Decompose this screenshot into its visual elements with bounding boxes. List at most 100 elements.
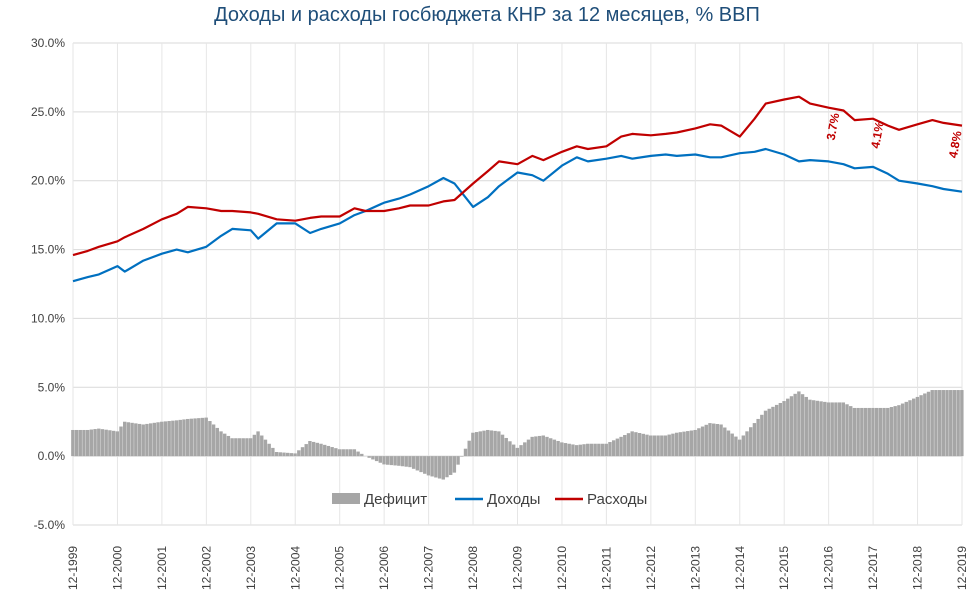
deficit-bar — [119, 426, 123, 457]
deficit-bar — [71, 429, 75, 457]
deficit-bar — [589, 443, 594, 457]
deficit-bar — [178, 419, 182, 457]
deficit-bar — [208, 421, 212, 457]
y-tick-label: 0.0% — [38, 449, 66, 463]
deficit-bar — [808, 399, 812, 457]
deficit-bar — [500, 434, 505, 457]
deficit-bar — [534, 436, 538, 457]
x-tick-label: 12-2003 — [244, 546, 258, 590]
deficit-bar — [804, 396, 808, 457]
deficit-bar — [923, 393, 927, 457]
deficit-bar — [689, 430, 694, 457]
deficit-bar — [93, 429, 97, 457]
deficit-bar — [293, 453, 297, 457]
deficit-bar — [460, 456, 464, 457]
deficit-bar — [763, 410, 768, 457]
deficit-bar — [593, 443, 597, 457]
deficit-bar — [730, 433, 734, 457]
deficit-bar — [778, 402, 783, 457]
deficit-bar — [515, 447, 520, 457]
legend-revenue: Доходы — [455, 491, 540, 508]
deficit-bar — [578, 444, 583, 457]
deficit-bar — [452, 456, 457, 473]
deficit-bar — [374, 456, 379, 462]
deficit-bar — [334, 448, 338, 457]
deficit-bar — [956, 390, 960, 457]
deficit-bar — [337, 449, 342, 457]
x-tick-label: 12-2009 — [511, 546, 525, 590]
deficit-bar — [723, 427, 727, 457]
deficit-bar — [156, 422, 160, 457]
deficit-bar — [386, 456, 390, 465]
deficit-bar — [89, 429, 94, 457]
deficit-bar — [530, 436, 534, 457]
deficit-bar — [523, 442, 527, 457]
legend-expenses: Расходы — [555, 491, 647, 508]
deficit-bar — [793, 393, 797, 457]
deficit-bar — [315, 442, 320, 457]
deficit-bar — [289, 453, 294, 457]
legend-swatch — [332, 493, 360, 504]
deficit-bar — [937, 390, 942, 457]
deficit-annotation: 4.8% — [946, 130, 965, 160]
deficit-bar — [304, 444, 308, 457]
deficit-bar — [586, 443, 590, 457]
deficit-bar — [711, 423, 716, 457]
deficit-bar — [893, 406, 897, 457]
deficit-bar — [104, 429, 108, 457]
deficit-bar — [671, 433, 675, 457]
deficit-bar — [663, 435, 668, 457]
deficit-bar — [326, 445, 331, 457]
deficit-bar — [152, 422, 157, 457]
deficit-bar — [467, 440, 471, 457]
x-tick-label: 12-2000 — [110, 546, 124, 590]
deficit-bar — [630, 431, 634, 457]
deficit-bar — [171, 420, 175, 457]
deficit-bar — [245, 438, 249, 457]
deficit-bar — [919, 395, 923, 457]
deficit-bar — [497, 431, 501, 457]
deficit-bar — [108, 430, 112, 457]
deficit-bar — [774, 404, 779, 457]
deficit-bar — [767, 408, 771, 457]
deficit-bar — [434, 456, 438, 478]
deficit-bar — [141, 424, 145, 457]
deficit-bar — [137, 423, 142, 457]
deficit-bar — [815, 400, 820, 457]
deficit-bar — [319, 443, 323, 457]
y-tick-label: -5.0% — [34, 518, 66, 532]
deficit-bar — [697, 428, 701, 457]
y-tick-label: 20.0% — [31, 174, 65, 188]
deficit-bar — [789, 396, 794, 457]
deficit-bar — [148, 423, 153, 457]
x-tick-label: 12-2014 — [733, 546, 747, 590]
deficit-bar — [760, 414, 764, 457]
x-tick-label: 12-2019 — [955, 546, 969, 590]
deficit-bar — [345, 449, 349, 457]
deficit-bar — [912, 398, 916, 457]
deficit-bar — [567, 443, 571, 457]
deficit-bar — [463, 448, 468, 457]
deficit-bar — [552, 439, 557, 457]
deficit-bar — [830, 402, 834, 457]
deficit-bar — [900, 403, 905, 457]
deficit-bar — [634, 432, 638, 457]
deficit-bar — [845, 404, 849, 457]
deficit-bar — [678, 432, 683, 457]
deficit-bar — [308, 440, 312, 457]
y-tick-label: 25.0% — [31, 105, 65, 119]
deficit-bar — [619, 436, 623, 457]
deficit-bar — [571, 444, 575, 457]
x-tick-label: 12-2005 — [333, 546, 347, 590]
deficit-bar — [823, 401, 827, 457]
deficit-bar — [371, 456, 375, 460]
deficit-bar — [489, 430, 494, 457]
x-tick-label: 12-2016 — [822, 546, 836, 590]
deficit-bar — [78, 429, 82, 457]
deficit-bar — [115, 431, 119, 457]
x-tick-label: 12-2002 — [199, 546, 213, 590]
deficit-bar — [311, 441, 316, 457]
deficit-bar — [300, 447, 305, 457]
deficit-bar — [126, 422, 131, 457]
deficit-bar — [397, 456, 401, 466]
